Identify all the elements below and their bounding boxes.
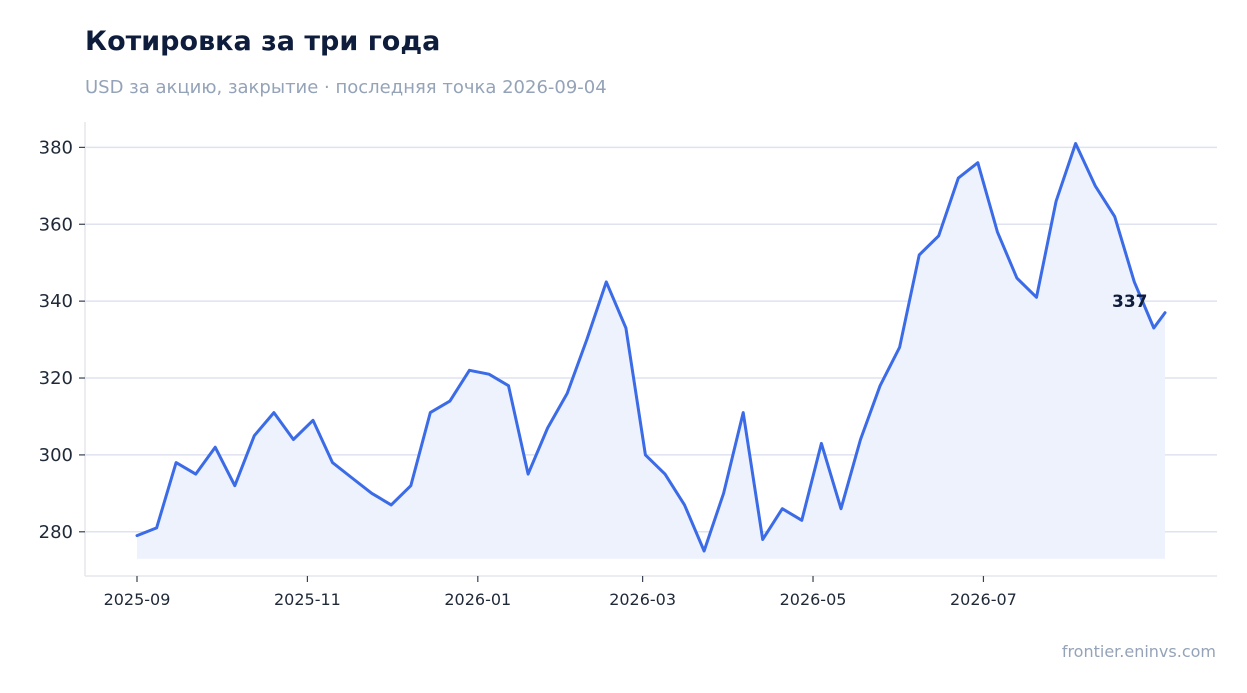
last-value-label: 337	[1112, 292, 1148, 312]
chart-title: Котировка за три года	[85, 26, 441, 57]
x-tick-label-2025-11: 2025-11	[274, 590, 341, 609]
x-tick-label-2026-01: 2026-01	[444, 590, 511, 609]
y-tick-label-280: 280	[39, 522, 73, 543]
y-tick-label-320: 320	[39, 368, 73, 389]
price-line	[135, 142, 1167, 553]
chart-subtitle: USD за акцию, закрытие · последняя точка…	[85, 77, 607, 98]
y-axis-ticks: 280 300 320 340 360 380	[39, 137, 85, 543]
x-axis-ticks: 2025-09 2025-11 2026-01 2026-03 2026-05 2026-…	[104, 576, 1017, 609]
price-area-fill	[137, 143, 1165, 559]
x-tick-label-2026-05: 2026-05	[780, 590, 847, 609]
x-tick-label-2025-09: 2025-09	[104, 590, 171, 609]
y-tick-label-360: 360	[39, 214, 73, 235]
x-tick-label-2026-03: 2026-03	[609, 590, 676, 609]
y-tick-label-300: 300	[39, 445, 73, 466]
source-credit: frontier.eninvs.com	[1061, 642, 1216, 661]
y-tick-label-380: 380	[39, 137, 73, 158]
y-tick-label-340: 340	[39, 291, 73, 312]
x-tick-label-2026-07: 2026-07	[950, 590, 1017, 609]
